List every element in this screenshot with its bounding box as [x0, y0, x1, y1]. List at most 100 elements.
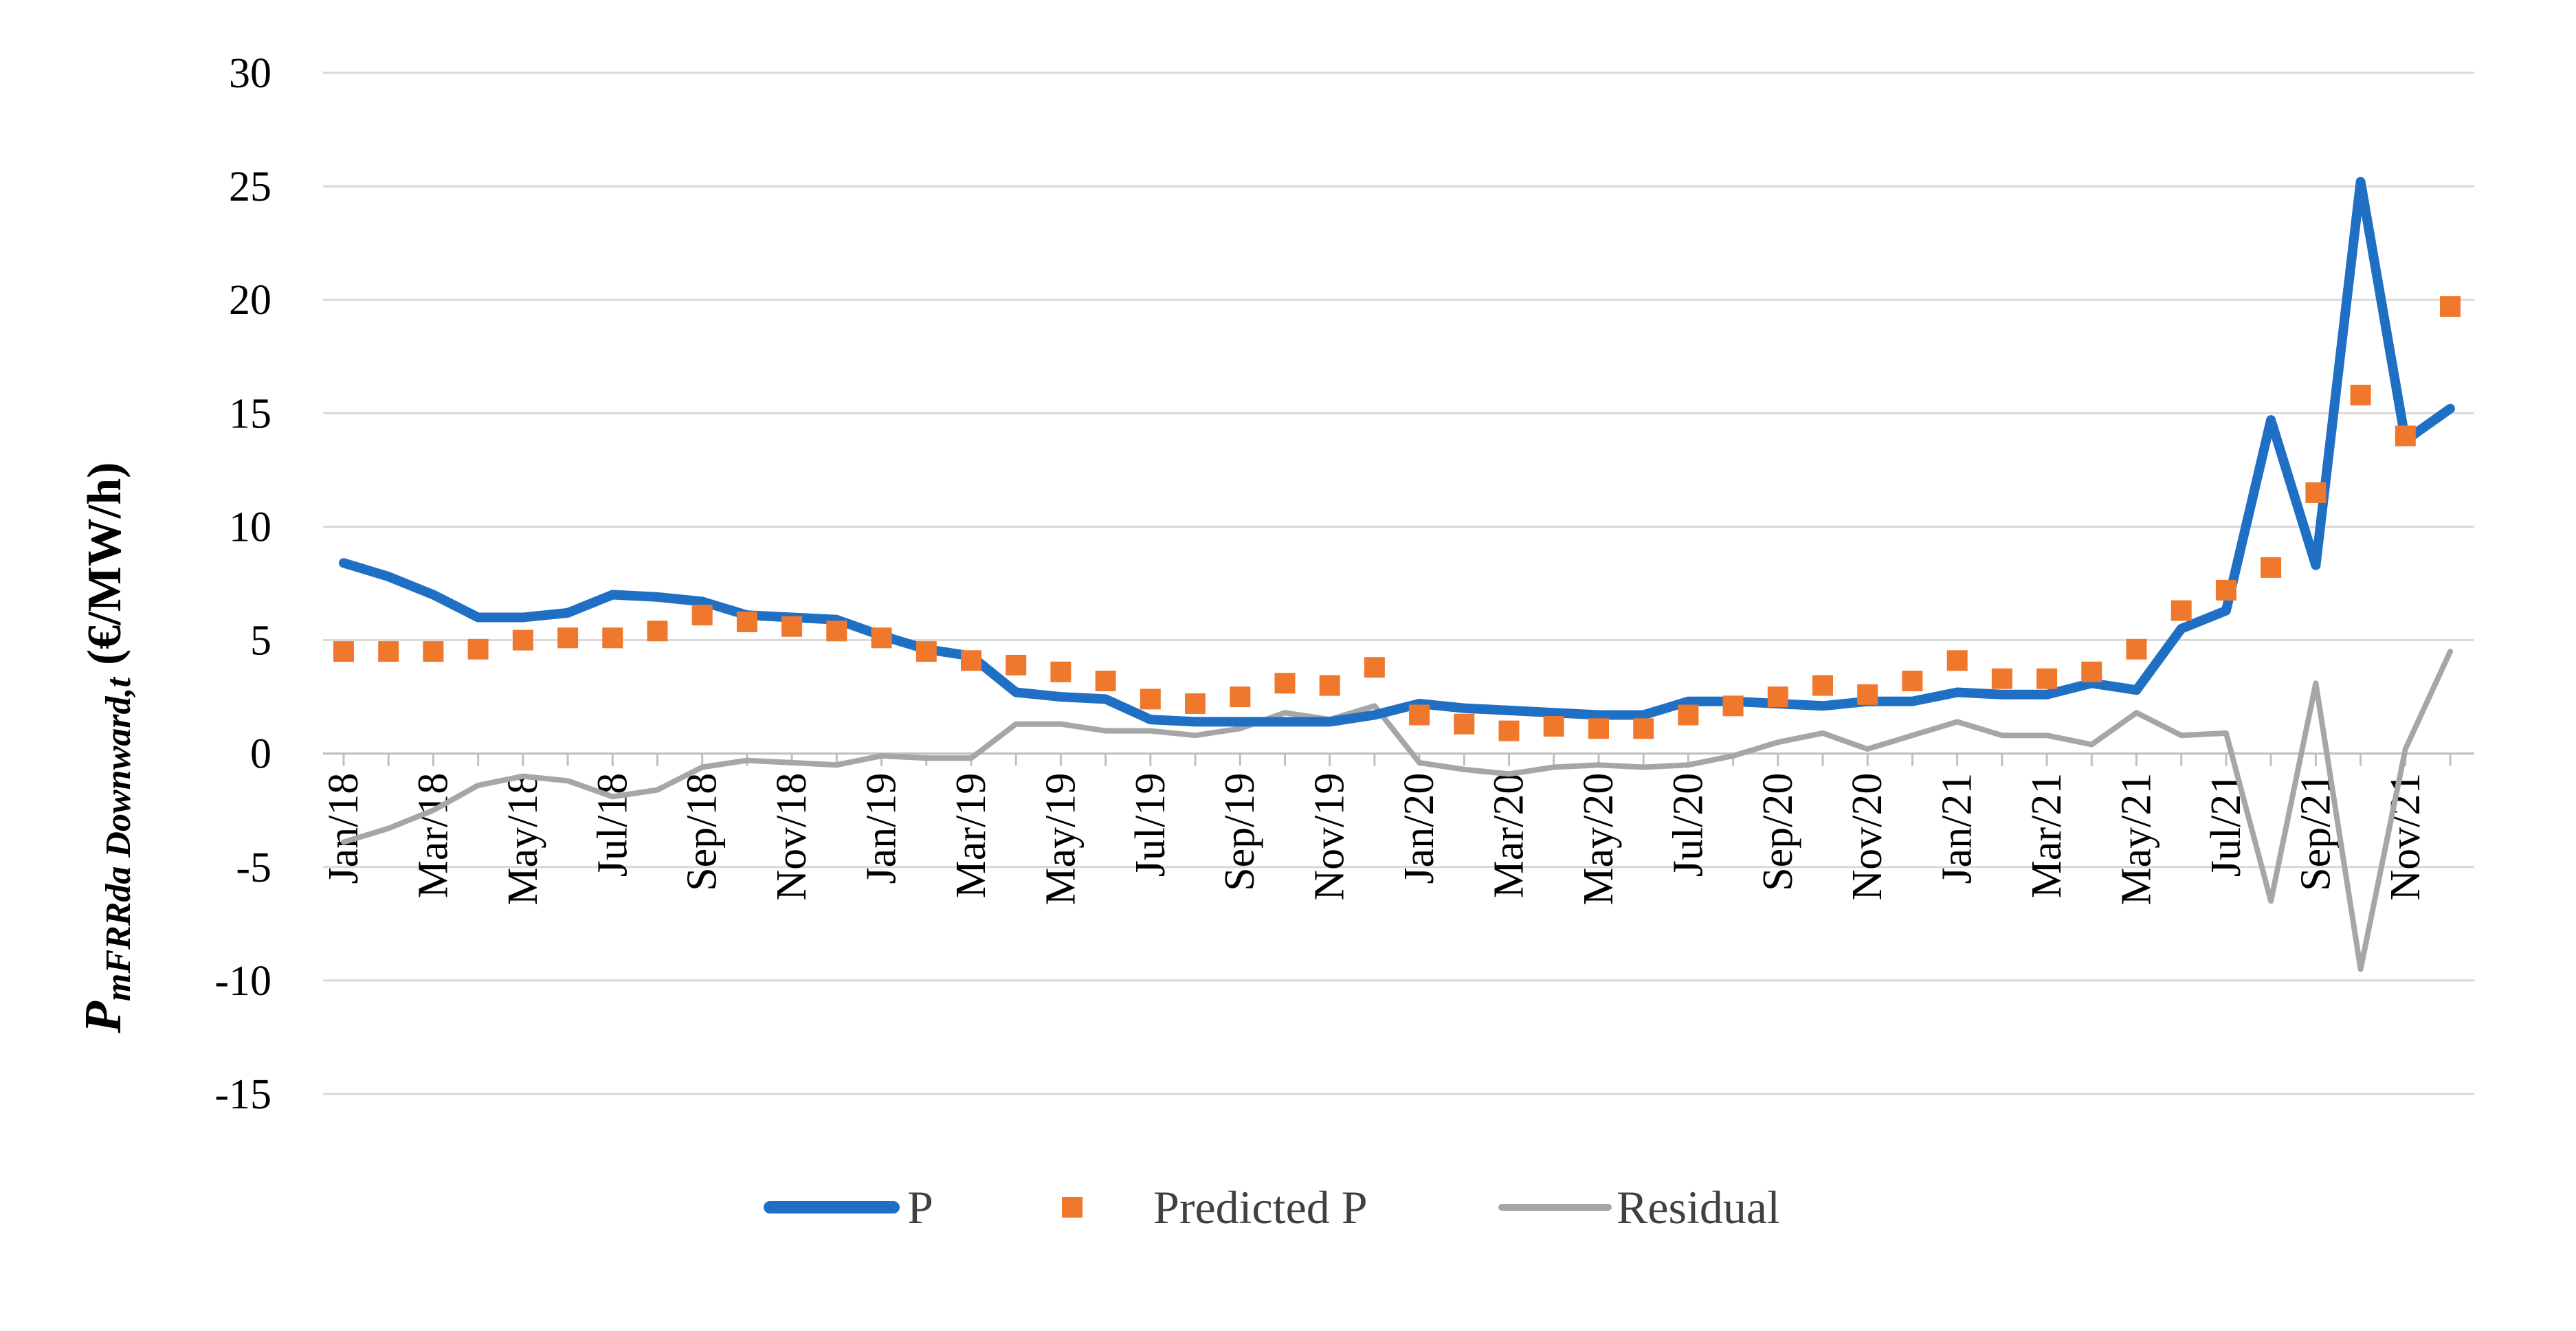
- predicted-p-point: [2440, 296, 2461, 317]
- y-axis-title-unit: (€/MW/h): [78, 462, 131, 666]
- predicted-p-point: [2170, 600, 2192, 621]
- legend-label-predicted-p: Predicted P: [1153, 1181, 1368, 1233]
- predicted-p-point: [2305, 482, 2327, 503]
- y-tick-label: 25: [229, 164, 271, 210]
- predicted-p-point: [1050, 661, 1072, 682]
- y-tick-label: -15: [214, 1071, 271, 1118]
- x-tick-label: Sep/20: [1755, 773, 1801, 891]
- y-tick-label: 5: [250, 618, 271, 664]
- legend-item-residual: Residual: [1498, 1181, 1780, 1233]
- x-tick-label: Jul/20: [1665, 773, 1711, 877]
- x-tick-label: Sep/18: [679, 773, 726, 891]
- x-tick-label: Nov/20: [1844, 773, 1891, 901]
- predicted-p-point: [1588, 718, 1609, 739]
- x-tick-label: May/18: [500, 773, 546, 906]
- predicted-p-point: [1006, 654, 1027, 675]
- predicted-p-point: [1767, 686, 1788, 708]
- predicted-p-point: [2126, 638, 2147, 660]
- predicted-p-point: [333, 641, 354, 662]
- predicted-p-point: [1812, 675, 1833, 696]
- x-tick-label: Jan/20: [1396, 773, 1443, 884]
- x-tick-label: Mar/18: [410, 773, 456, 899]
- predicted-p-point: [1991, 668, 2012, 689]
- predicted-p-point: [1543, 716, 1564, 737]
- predicted-p-point: [1274, 673, 1296, 694]
- x-tick-label: Sep/19: [1217, 773, 1263, 891]
- residual-line: [341, 649, 2453, 972]
- predicted-p-point: [647, 620, 668, 642]
- y-tick-label: -10: [214, 958, 271, 1005]
- predicted-p-point: [1946, 650, 1968, 671]
- predicted-p-point: [826, 620, 847, 642]
- predicted-p-point: [2036, 668, 2058, 689]
- x-axis: [323, 752, 2474, 766]
- predicted-p-point: [2215, 579, 2236, 601]
- predicted-p-point: [871, 627, 892, 649]
- x-tick-label: Nov/19: [1307, 773, 1353, 901]
- predicted-p-point: [1678, 704, 1699, 726]
- predicted-p-point: [1498, 720, 1520, 741]
- predicted-p-point: [1185, 693, 1206, 714]
- y-tick-label: 20: [229, 277, 271, 324]
- x-axis-tick-labels: Jan/18 Mar/18 May/18 Jul/18 Sep/18 Nov/18 Jan/…: [320, 773, 2429, 906]
- predicted-p-point: [378, 641, 399, 662]
- y-axis-title-main: P: [74, 1001, 132, 1034]
- svg-text:PmFRRda Downward,t(€/MW/h): PmFRRda Downward,t (€/MW/h): [74, 462, 138, 1034]
- legend-item-p: P: [764, 1181, 933, 1233]
- legend-label-p: P: [907, 1181, 933, 1233]
- x-tick-label: May/21: [2113, 773, 2160, 906]
- y-axis-tick-labels: 30 25 20 15 10 5 0 -5 -10 -15: [214, 50, 271, 1118]
- predicted-p-point: [2350, 384, 2371, 405]
- predicted-p-point: [1409, 704, 1430, 726]
- y-tick-label: 30: [229, 50, 271, 97]
- x-tick-label: Jan/21: [1934, 773, 1981, 884]
- y-axis-title-subscript: mFRRda Downward,t: [99, 676, 138, 1001]
- predicted-p-point: [2395, 425, 2416, 447]
- predicted-p-point: [1230, 686, 1251, 708]
- predicted-p-point: [2081, 661, 2102, 682]
- predicted-p-point: [1319, 675, 1340, 696]
- predicted-p-point: [781, 616, 803, 637]
- y-tick-label: 10: [229, 504, 271, 550]
- predicted-p-point: [467, 638, 489, 660]
- predicted-p-point: [1722, 695, 1744, 717]
- y-tick-label: 15: [229, 390, 271, 437]
- x-tick-label: Mar/19: [948, 773, 995, 899]
- predicted-p-point: [915, 641, 937, 662]
- predicted-p-point: [961, 650, 981, 671]
- legend-item-predicted-p: Predicted P: [1062, 1181, 1368, 1233]
- predicted-p-point: [1857, 684, 1878, 705]
- predicted-p-point: [512, 629, 533, 651]
- x-tick-label: Mar/20: [1486, 773, 1533, 899]
- predicted-p-point: [691, 605, 713, 626]
- x-tick-label: Nov/18: [768, 773, 815, 901]
- predicted-p-point: [1902, 671, 1923, 691]
- p-line: [339, 177, 2455, 727]
- series-residual: [341, 649, 2453, 972]
- predicted-p-point: [736, 612, 757, 633]
- predicted-p-point: [1454, 713, 1475, 735]
- x-tick-label: Jan/18: [320, 773, 367, 884]
- x-tick-label: Jul/19: [1127, 773, 1174, 877]
- series-predicted-p: [333, 296, 2461, 741]
- predicted-p-point: [602, 627, 623, 649]
- predicted-p-point: [1364, 657, 1385, 678]
- predicted-p-point: [1140, 689, 1161, 710]
- grid-lines: [323, 71, 2474, 1095]
- series-p: [339, 177, 2455, 727]
- x-tick-label: Mar/21: [2023, 773, 2070, 899]
- predicted-p-point: [423, 641, 444, 662]
- y-axis-title: PmFRRda Downward,t (€/MW/h): [74, 462, 138, 1034]
- legend-swatch-predicted-p: [1062, 1197, 1082, 1218]
- predicted-p-point: [1095, 671, 1116, 691]
- legend-label-residual: Residual: [1617, 1181, 1780, 1233]
- y-tick-label: -5: [236, 845, 271, 891]
- predicted-p-point: [1633, 718, 1654, 739]
- y-tick-label: 0: [250, 731, 271, 778]
- predicted-p-point: [2261, 557, 2282, 578]
- x-tick-label: May/19: [1037, 773, 1084, 906]
- x-tick-label: Jan/19: [858, 773, 905, 884]
- legend: P Predicted P Residual: [764, 1181, 1780, 1233]
- x-tick-label: May/20: [1575, 773, 1622, 906]
